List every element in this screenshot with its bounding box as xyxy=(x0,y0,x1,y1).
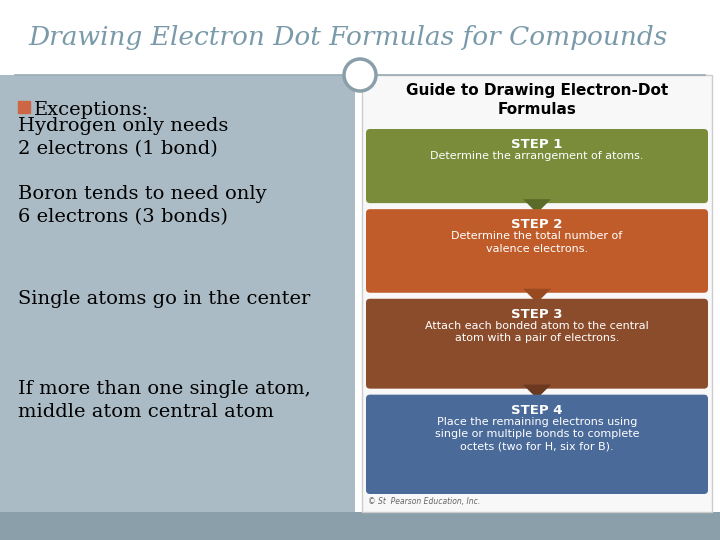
Text: Hydrogen only needs
2 electrons (1 bond): Hydrogen only needs 2 electrons (1 bond) xyxy=(18,117,228,158)
FancyBboxPatch shape xyxy=(366,129,708,203)
FancyBboxPatch shape xyxy=(18,101,30,113)
FancyBboxPatch shape xyxy=(366,209,708,293)
FancyBboxPatch shape xyxy=(0,0,720,75)
FancyBboxPatch shape xyxy=(0,512,720,540)
Polygon shape xyxy=(523,289,551,303)
Text: STEP 4: STEP 4 xyxy=(511,403,563,417)
FancyBboxPatch shape xyxy=(366,395,708,494)
Text: STEP 1: STEP 1 xyxy=(511,138,563,151)
Text: Place the remaining electrons using
single or multiple bonds to complete
octets : Place the remaining electrons using sing… xyxy=(435,417,639,451)
Text: Boron tends to need only
6 electrons (3 bonds): Boron tends to need only 6 electrons (3 … xyxy=(18,185,266,226)
Text: Guide to Drawing Electron-Dot
Formulas: Guide to Drawing Electron-Dot Formulas xyxy=(406,83,668,117)
Text: Drawing Electron Dot Formulas for Compounds: Drawing Electron Dot Formulas for Compou… xyxy=(28,25,667,50)
Text: STEP 2: STEP 2 xyxy=(511,218,563,231)
FancyBboxPatch shape xyxy=(362,75,712,512)
Text: If more than one single atom,
middle atom central atom: If more than one single atom, middle ato… xyxy=(18,380,311,421)
Polygon shape xyxy=(523,199,551,213)
Text: © St  Pearson Education, Inc.: © St Pearson Education, Inc. xyxy=(368,497,480,506)
FancyBboxPatch shape xyxy=(366,299,708,389)
Text: Single atoms go in the center: Single atoms go in the center xyxy=(18,290,310,308)
Text: Exceptions:: Exceptions: xyxy=(34,101,149,119)
FancyBboxPatch shape xyxy=(0,75,355,512)
Text: STEP 3: STEP 3 xyxy=(511,308,563,321)
Circle shape xyxy=(344,59,376,91)
Text: Determine the arrangement of atoms.: Determine the arrangement of atoms. xyxy=(431,151,644,161)
Text: Attach each bonded atom to the central
atom with a pair of electrons.: Attach each bonded atom to the central a… xyxy=(425,321,649,343)
Text: Determine the total number of
valence electrons.: Determine the total number of valence el… xyxy=(451,231,623,254)
Polygon shape xyxy=(523,384,551,399)
